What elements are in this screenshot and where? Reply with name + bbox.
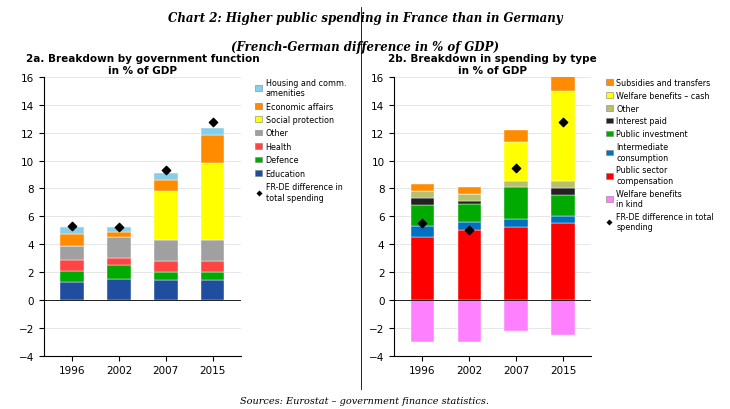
Bar: [201, 281, 225, 300]
Bar: [504, 143, 528, 182]
Title: 2b. Breakdown in spending by type
in % of GDP: 2b. Breakdown in spending by type in % o…: [388, 54, 597, 76]
Bar: [411, 238, 434, 300]
Bar: [201, 240, 225, 261]
Text: Chart 2: Higher public spending in France than in Germany: Chart 2: Higher public spending in Franc…: [168, 12, 562, 25]
Point: [207, 119, 218, 126]
Bar: [458, 188, 481, 195]
Bar: [107, 232, 131, 238]
Bar: [60, 246, 84, 260]
Point: [464, 227, 475, 234]
Bar: [201, 129, 225, 136]
Bar: [551, 92, 575, 182]
Bar: [411, 300, 434, 342]
Point: [417, 220, 429, 227]
Bar: [154, 192, 177, 240]
Bar: [60, 260, 84, 271]
Bar: [458, 300, 481, 342]
Bar: [504, 300, 528, 331]
Point: [557, 119, 569, 126]
Bar: [504, 182, 528, 188]
Bar: [504, 220, 528, 228]
Bar: [154, 272, 177, 281]
Bar: [504, 185, 528, 220]
Bar: [60, 282, 84, 300]
Bar: [411, 185, 434, 192]
Bar: [551, 196, 575, 217]
Bar: [551, 217, 575, 224]
Bar: [551, 300, 575, 335]
Bar: [107, 265, 131, 279]
Bar: [107, 228, 131, 232]
Point: [510, 165, 522, 171]
Bar: [154, 281, 177, 300]
Bar: [154, 240, 177, 261]
Bar: [154, 174, 177, 181]
Text: (French-German difference in % of GDP): (French-German difference in % of GDP): [231, 41, 499, 54]
Bar: [458, 204, 481, 222]
Bar: [411, 199, 434, 206]
Point: [113, 225, 125, 231]
Bar: [504, 185, 528, 188]
Bar: [551, 189, 575, 196]
Bar: [154, 181, 177, 192]
Bar: [458, 222, 481, 231]
Bar: [411, 192, 434, 199]
Bar: [154, 261, 177, 272]
Bar: [60, 235, 84, 246]
Title: 2a. Breakdown by government function
in % of GDP: 2a. Breakdown by government function in …: [26, 54, 259, 76]
Bar: [107, 238, 131, 258]
Bar: [551, 224, 575, 300]
Bar: [201, 136, 225, 164]
Bar: [411, 227, 434, 238]
Bar: [60, 271, 84, 282]
Bar: [201, 261, 225, 272]
Bar: [411, 206, 434, 227]
Bar: [201, 164, 225, 240]
Point: [66, 223, 78, 230]
Bar: [551, 57, 575, 92]
Bar: [107, 258, 131, 265]
Bar: [458, 202, 481, 204]
Bar: [201, 272, 225, 281]
Legend: Housing and comm.
amenities, Economic affairs, Social protection, Other, Health,: Housing and comm. amenities, Economic af…: [253, 76, 349, 204]
Bar: [60, 228, 84, 235]
Point: [160, 168, 172, 174]
Text: Sources: Eurostat – government finance statistics.: Sources: Eurostat – government finance s…: [240, 396, 490, 405]
Bar: [551, 182, 575, 189]
Bar: [107, 279, 131, 300]
Bar: [458, 231, 481, 300]
Bar: [458, 195, 481, 202]
Bar: [504, 228, 528, 300]
Legend: Subsidies and transfers, Welfare benefits – cash, Other, Interest paid, Public i: Subsidies and transfers, Welfare benefit…: [603, 76, 716, 234]
Bar: [504, 130, 528, 143]
